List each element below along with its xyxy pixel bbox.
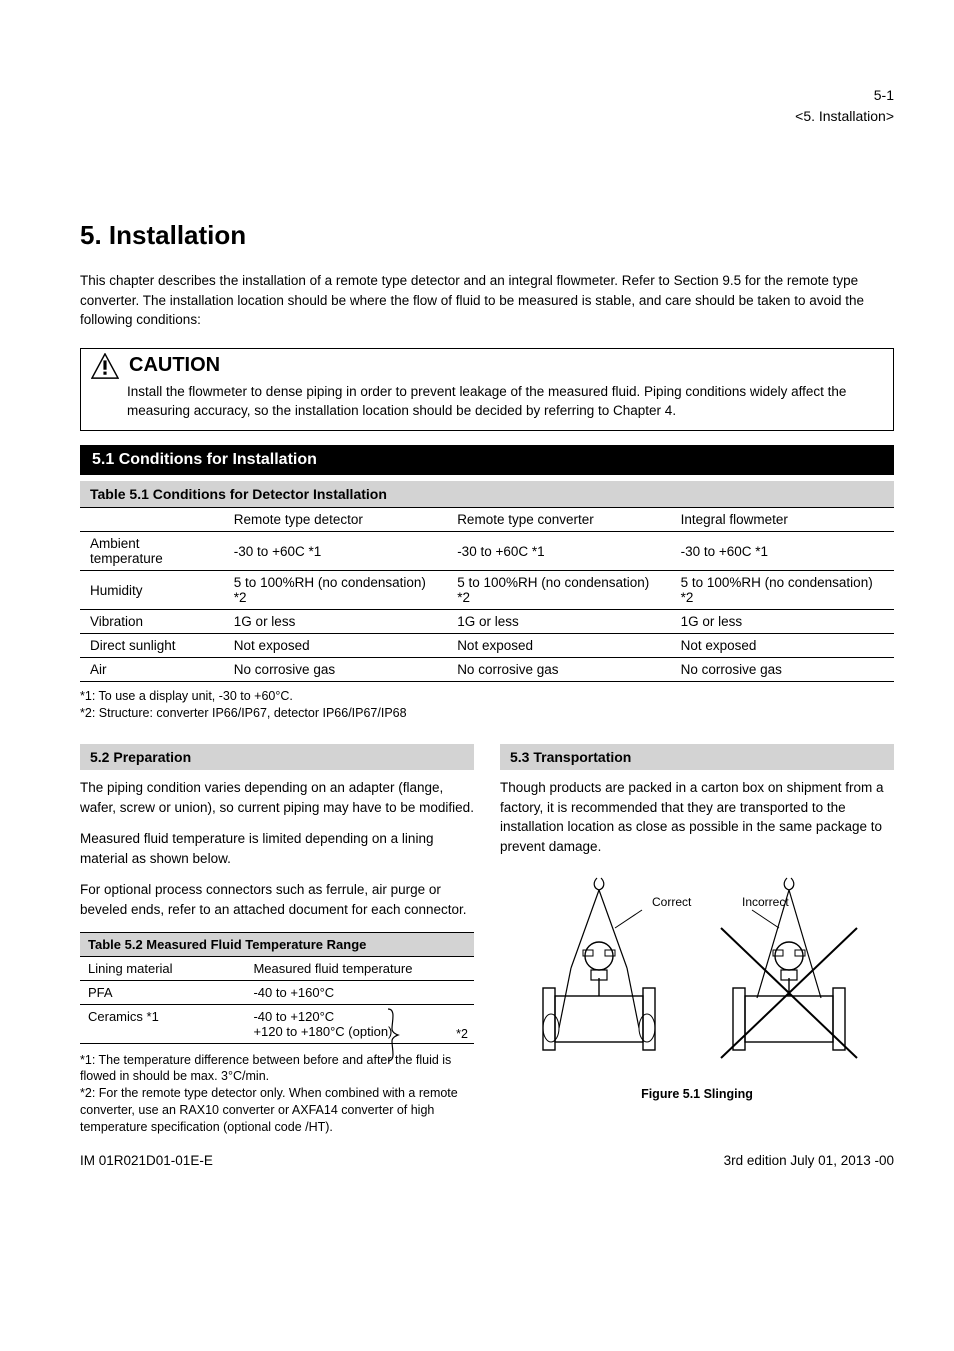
table-row: Direct sunlight Not exposed Not exposed … (80, 634, 894, 658)
table-row: Ceramics *1 -40 to +120°C +120 to +180°C… (80, 1004, 474, 1043)
subsection-5-1-title: 5.1 Conditions for Installation (80, 445, 894, 475)
curly-brace-icon (386, 1007, 400, 1063)
page-header: 5-1 <5. Installation> (795, 85, 894, 127)
prep-para-3: For optional process connectors such as … (80, 880, 474, 919)
col-header: Remote type converter (447, 508, 670, 532)
page-number: 5-1 (795, 85, 894, 106)
intro-paragraph: This chapter describes the installation … (80, 271, 894, 330)
section-title: 5. Installation (80, 220, 894, 251)
table-5-2-notes: *1: The temperature difference between b… (80, 1052, 474, 1136)
subsection-5-2-title: 5.2 Preparation (80, 744, 474, 770)
table-5-1-notes: *1: To use a display unit, -30 to +60°C.… (80, 688, 894, 722)
transport-para: Though products are packed in a carton b… (500, 778, 894, 856)
label-incorrect: Incorrect (742, 895, 789, 909)
prep-para-1: The piping condition varies depending on… (80, 778, 474, 817)
table-5-2-title: Table 5.2 Measured Fluid Temperature Ran… (80, 932, 474, 956)
col-header: Measured fluid temperature (245, 956, 474, 980)
caution-text: Install the flowmeter to dense piping in… (81, 383, 893, 431)
table-row: PFA -40 to +160°C (80, 980, 474, 1004)
left-column: 5.2 Preparation The piping condition var… (80, 744, 474, 1136)
col-header: Lining material (80, 956, 245, 980)
col-header: Integral flowmeter (671, 508, 894, 532)
subsection-5-3-title: 5.3 Transportation (500, 744, 894, 770)
chapter-label: <5. Installation> (795, 106, 894, 127)
caution-box: CAUTION Install the flowmeter to dense p… (80, 348, 894, 432)
table-row: Air No corrosive gas No corrosive gas No… (80, 658, 894, 682)
page-footer: IM 01R021D01-01E-E 3rd edition July 01, … (80, 1153, 894, 1168)
slinging-figure: Correct Incorrect (500, 868, 894, 1078)
table-row: Ambient temperature -30 to +60C *1 -30 t… (80, 532, 894, 571)
col-header: Remote type detector (224, 508, 447, 532)
table-row: Humidity 5 to 100%RH (no condensation) *… (80, 571, 894, 610)
table-row: Vibration 1G or less 1G or less 1G or le… (80, 610, 894, 634)
warning-triangle-icon (91, 353, 119, 379)
table-5-1-title: Table 5.1 Conditions for Detector Instal… (80, 481, 894, 507)
prep-para-2: Measured fluid temperature is limited de… (80, 829, 474, 868)
caution-title: CAUTION (129, 354, 220, 377)
footer-edition: 3rd edition July 01, 2013 -00 (724, 1153, 894, 1168)
right-column: 5.3 Transportation Though products are p… (500, 744, 894, 1136)
conditions-table: Remote type detector Remote type convert… (80, 507, 894, 682)
table-5-2: Table 5.2 Measured Fluid Temperature Ran… (80, 932, 474, 1044)
label-correct: Correct (652, 895, 692, 909)
footer-doc-id: IM 01R021D01-01E-E (80, 1153, 213, 1168)
col-header (80, 508, 224, 532)
figure-caption: Figure 5.1 Slinging (500, 1087, 894, 1101)
brace-note: *2 (456, 1027, 468, 1041)
